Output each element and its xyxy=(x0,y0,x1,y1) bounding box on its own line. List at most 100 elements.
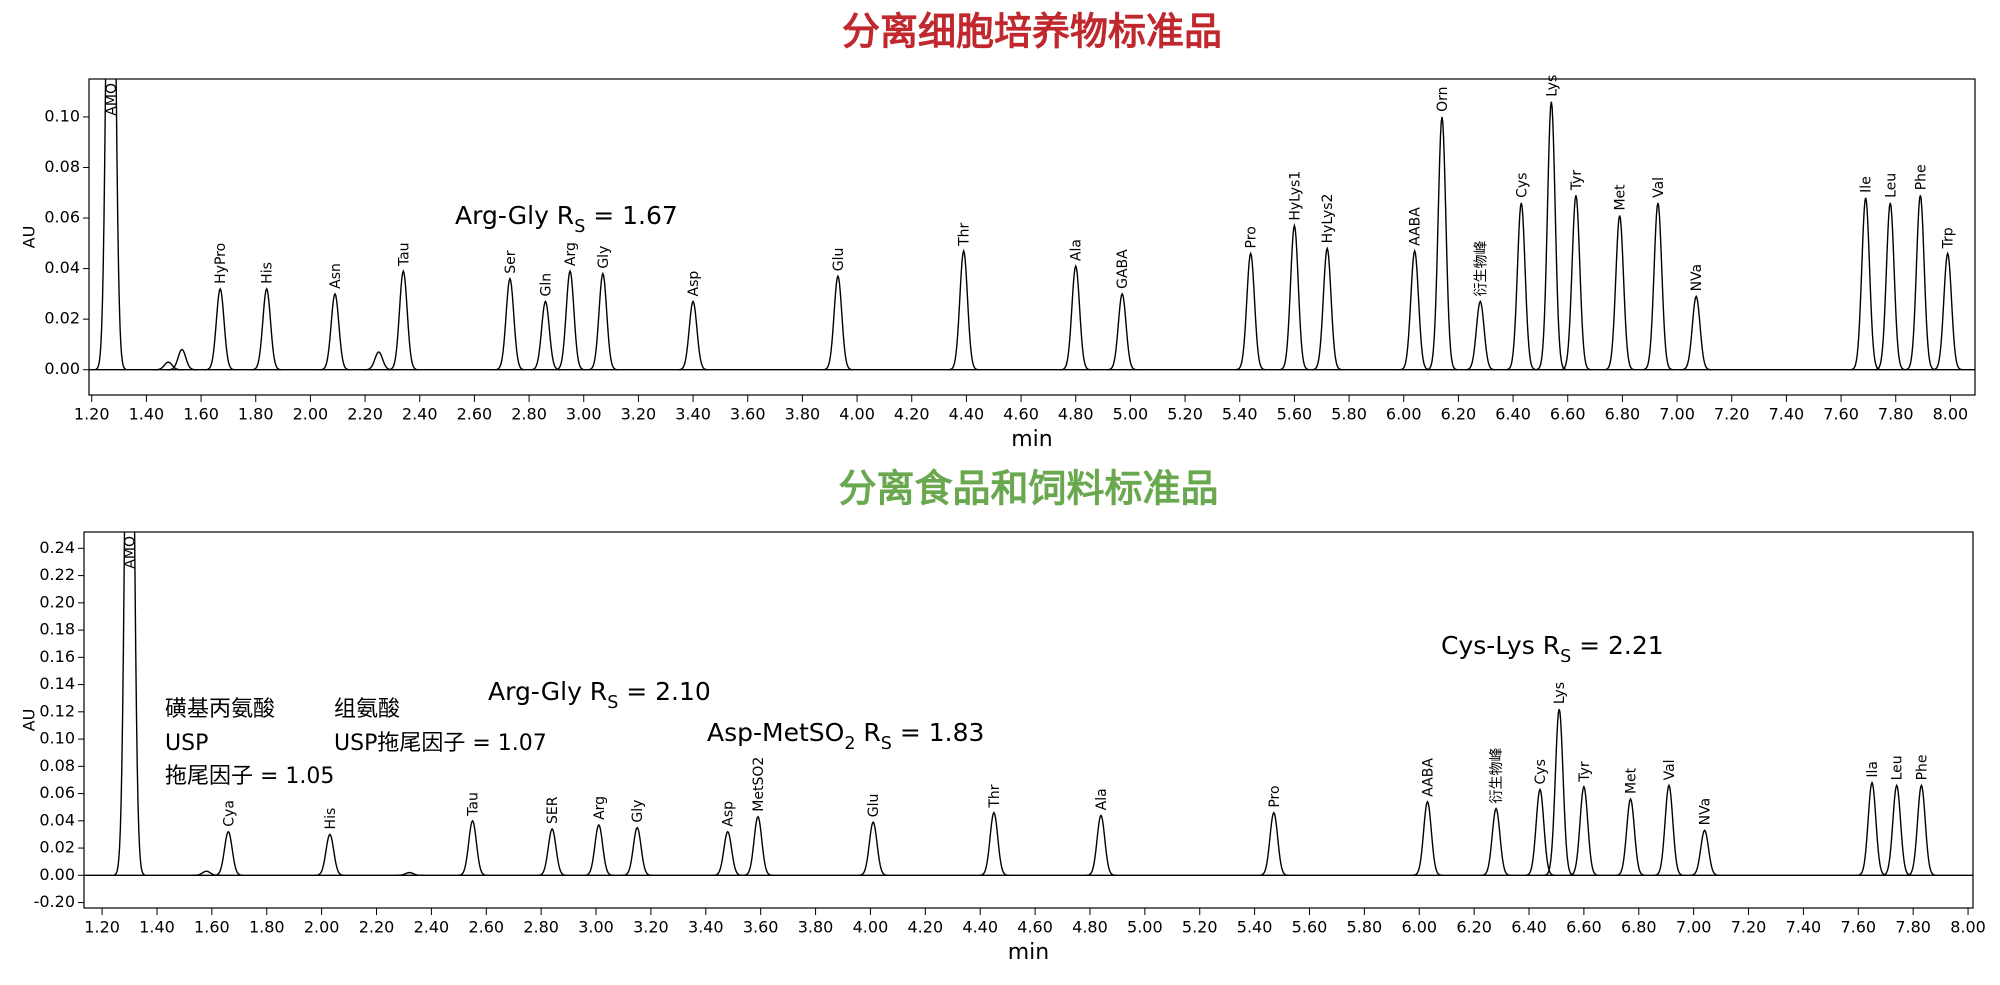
peak xyxy=(152,361,184,371)
peak xyxy=(1311,246,1343,371)
peak xyxy=(1505,202,1537,371)
x-tick-label: 2.00 xyxy=(293,405,329,424)
x-tick-label: 5.40 xyxy=(1237,918,1273,937)
annotation-part: USP xyxy=(165,731,208,756)
x-tick-label: 5.00 xyxy=(1113,405,1149,424)
x-tick-label: 1.80 xyxy=(249,918,285,937)
y-tick-label: 0.00 xyxy=(39,865,75,884)
x-tick-label: 6.60 xyxy=(1566,918,1602,937)
peak xyxy=(1604,215,1636,371)
peak-label: Ila xyxy=(1865,761,1881,778)
x-tick-label: 5.00 xyxy=(1127,918,1163,937)
peak xyxy=(1258,811,1290,876)
peak-label: Ala xyxy=(1094,788,1110,810)
y-tick-label: 0.06 xyxy=(39,783,75,802)
x-tick-label: 6.20 xyxy=(1456,918,1492,937)
x-tick-label: 7.40 xyxy=(1786,918,1822,937)
peak xyxy=(554,269,586,371)
peak xyxy=(712,830,744,876)
peak-label: Phe xyxy=(1913,164,1929,190)
x-tick-label: 3.00 xyxy=(578,918,614,937)
x-tick-label: 2.80 xyxy=(511,405,547,424)
peak-label: Pro xyxy=(1267,785,1283,807)
peak-label: Glu xyxy=(831,248,847,272)
y-axis-title: AU xyxy=(20,226,39,249)
peak xyxy=(1524,787,1556,876)
peak-label: Pro xyxy=(1244,226,1260,248)
x-tick-label: 2.40 xyxy=(414,918,450,937)
x-tick-label: 2.20 xyxy=(347,405,383,424)
y-tick-label: 0.00 xyxy=(44,359,80,378)
peak-label: AABA xyxy=(1420,758,1436,797)
peak xyxy=(1932,251,1964,371)
x-tick-label: 1.60 xyxy=(194,918,230,937)
annotation-part: Cys-Lys R xyxy=(1441,631,1560,660)
x-tick-label: 4.00 xyxy=(839,405,875,424)
annotation-part: = 1.83 xyxy=(892,718,985,747)
peak xyxy=(113,532,146,876)
x-tick-label: 6.00 xyxy=(1401,918,1437,937)
x-tick-label: 2.40 xyxy=(402,405,438,424)
annotation-part: 磺基丙氨酸 xyxy=(165,697,275,722)
x-tick-label: 4.80 xyxy=(1058,405,1094,424)
x-tick-label: 8.00 xyxy=(1950,918,1986,937)
peak xyxy=(978,811,1010,876)
peak xyxy=(1399,248,1431,371)
peak xyxy=(742,815,774,876)
peak xyxy=(1560,195,1592,371)
y-tick-label: 0.12 xyxy=(39,701,75,720)
peak xyxy=(530,300,561,371)
peak-label: Thr xyxy=(987,784,1003,808)
x-tick-label: 4.60 xyxy=(1017,918,1053,937)
x-tick-label: 4.20 xyxy=(894,405,930,424)
peak xyxy=(1874,202,1906,371)
peak-label: Ala xyxy=(1069,239,1085,261)
annotation-part: Arg-Gly R xyxy=(488,677,607,706)
annotation: Cys-Lys RS = 2.21 xyxy=(1441,631,1664,667)
x-tick-label: 5.80 xyxy=(1347,918,1383,937)
y-tick-label: 0.02 xyxy=(39,838,75,857)
x-tick-label: 4.80 xyxy=(1072,918,1108,937)
x-tick-label: 7.00 xyxy=(1676,918,1712,937)
annotation: Arg-Gly RS = 1.67 xyxy=(455,201,678,237)
y-tick-label: 0.06 xyxy=(44,208,80,227)
peak xyxy=(457,819,488,876)
annotation-part: R xyxy=(855,718,880,747)
peak-label: HyLys2 xyxy=(1320,194,1336,244)
x-tick-label: 7.60 xyxy=(1823,405,1859,424)
peak xyxy=(494,276,526,371)
trace xyxy=(89,79,1975,371)
x-tick-label: 3.20 xyxy=(621,405,657,424)
peak-label: Cya xyxy=(221,800,237,827)
x-tick-label: 3.00 xyxy=(566,405,602,424)
peak xyxy=(251,287,282,371)
x-tick-label: 5.60 xyxy=(1292,918,1328,937)
x-tick-label: 7.60 xyxy=(1840,918,1876,937)
x-tick-label: 3.60 xyxy=(743,918,779,937)
x-tick-label: 6.80 xyxy=(1621,918,1657,937)
peak-label: Asn xyxy=(328,263,344,289)
peak-label: His xyxy=(323,808,339,830)
y-tick-label: 0.24 xyxy=(39,538,75,557)
annotation-part: S xyxy=(1560,647,1571,667)
peak-label: Arg xyxy=(592,796,608,820)
x-tick-label: 5.80 xyxy=(1331,405,1367,424)
annotation-part: S xyxy=(574,217,585,237)
peak xyxy=(1689,829,1721,876)
peak-label: Orn xyxy=(1435,87,1451,112)
peak xyxy=(677,300,709,371)
plot-frame xyxy=(83,531,1974,909)
y-tick-label: 0.20 xyxy=(39,592,75,611)
y-tick-label: 0.22 xyxy=(39,565,75,584)
peak xyxy=(1615,797,1646,876)
chart-panel: 分离细胞培养物标准品 0.00 0.02 0.04 0.06 0.08 0.10 1.20 1.… xyxy=(20,10,1976,452)
peak-label: Trp xyxy=(1941,227,1957,249)
peak xyxy=(319,292,351,371)
x-tick-label: 5.60 xyxy=(1277,405,1313,424)
peak xyxy=(1235,251,1267,371)
peak xyxy=(1881,783,1913,876)
peak xyxy=(1850,197,1882,371)
peak-label: Tau xyxy=(396,242,412,267)
chart-title: 分离细胞培养物标准品 xyxy=(842,10,1222,54)
